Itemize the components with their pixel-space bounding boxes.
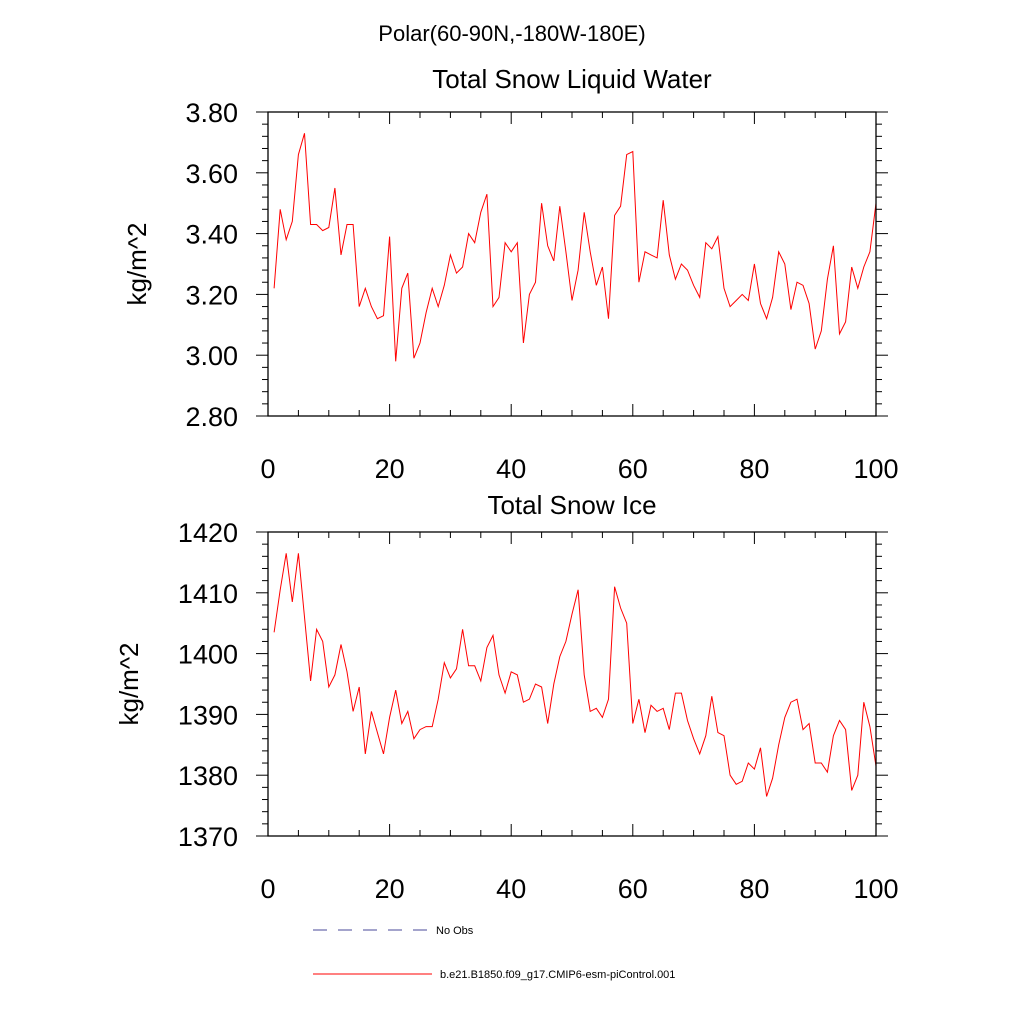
x-tick-label: 80 (739, 874, 769, 904)
chart-title: Total Snow Ice (487, 490, 656, 520)
legend-model-label: b.e21.B1850.f09_g17.CMIP6-esm-piControl.… (440, 969, 675, 981)
panel-snow-ice: Total Snow Ice kg/m^2 1370 1380 1390 1400 14… (114, 490, 899, 904)
y-tick-label: 3.40 (185, 220, 238, 250)
panel-snow-liquid-water: Total Snow Liquid Water kg/m^2 2.80 3.00 3… (122, 64, 899, 484)
legend-obs-label: No Obs (436, 925, 474, 937)
x-tick-label: 100 (853, 454, 898, 484)
y-tick-label: 1420 (178, 518, 238, 548)
y-tick-label: 1400 (178, 640, 238, 670)
x-tick-label: 0 (260, 874, 275, 904)
plot-frame (267, 531, 877, 837)
plot-frame (267, 111, 877, 417)
x-tick-label: 100 (853, 874, 898, 904)
x-tick-label: 80 (739, 454, 769, 484)
series-line-model (273, 133, 877, 362)
figure-suptitle: Polar(60-90N,-180W-180E) (378, 21, 645, 46)
y-tick-label: 1410 (178, 579, 238, 609)
axis-ticks (256, 111, 888, 417)
x-tick-label: 20 (375, 874, 405, 904)
axis-ticks (256, 531, 888, 837)
x-tick-label: 0 (260, 454, 275, 484)
y-axis-label: kg/m^2 (114, 642, 144, 725)
y-tick-label: 2.80 (185, 402, 238, 432)
x-tick-label: 60 (618, 874, 648, 904)
y-tick-label: 3.00 (185, 341, 238, 371)
x-tick-label: 20 (375, 454, 405, 484)
y-axis-label: kg/m^2 (122, 222, 152, 305)
x-tick-label: 60 (618, 454, 648, 484)
x-tick-label: 40 (496, 874, 526, 904)
y-tick-label: 3.80 (185, 98, 238, 128)
tick-labels: 1370 1380 1390 1400 1410 1420 0 20 40 60 80 100 (178, 518, 899, 904)
y-tick-label: 3.60 (185, 159, 238, 189)
x-tick-label: 40 (496, 454, 526, 484)
series-line-model (273, 553, 877, 797)
legend: No Obs b.e21.B1850.f09_g17.CMIP6-esm-piC… (313, 925, 675, 981)
y-tick-label: 1380 (178, 761, 238, 791)
tick-labels: 2.80 3.00 3.20 3.40 3.60 3.80 0 20 40 60 80 100 (185, 98, 898, 484)
y-tick-label: 3.20 (185, 280, 238, 310)
chart-title: Total Snow Liquid Water (432, 64, 712, 94)
y-tick-label: 1370 (178, 822, 238, 852)
data-lines (273, 133, 877, 362)
data-lines (273, 553, 877, 797)
y-tick-label: 1390 (178, 700, 238, 730)
